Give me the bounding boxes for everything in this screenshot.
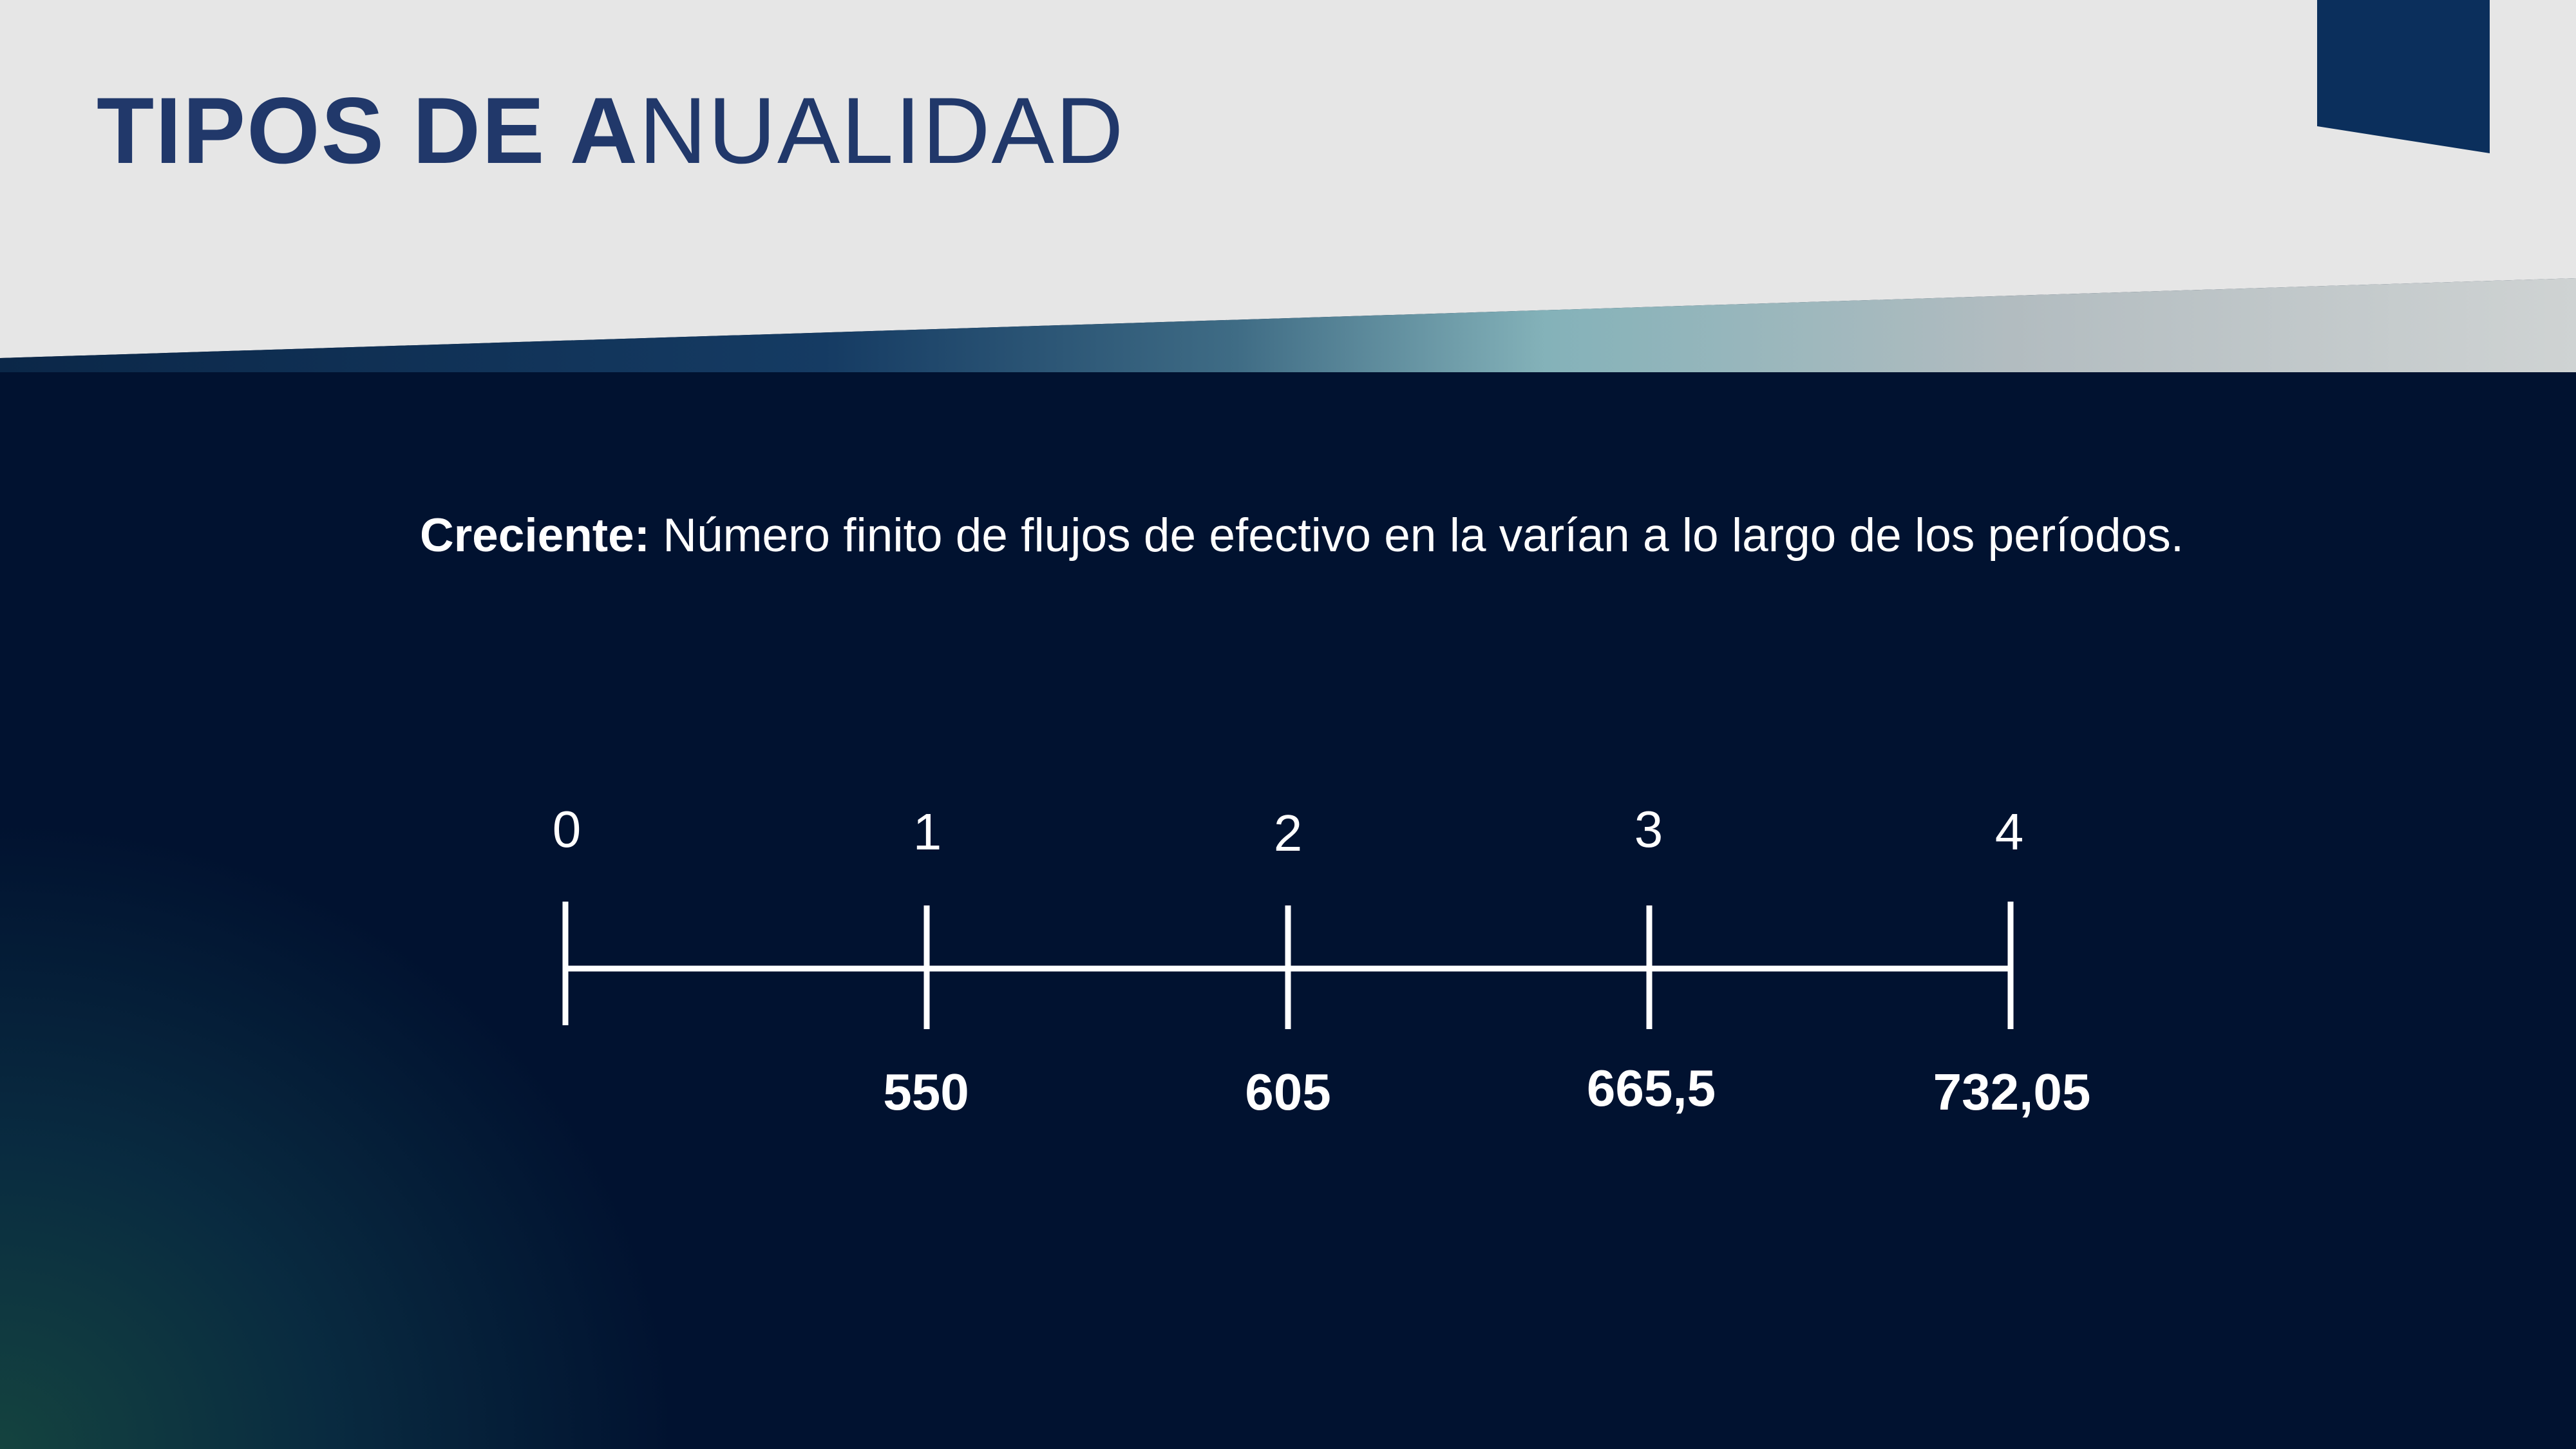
definition-term: Creciente: xyxy=(420,509,650,562)
cash-flow-value-3: 665,5 xyxy=(1586,1059,1716,1117)
period-label-0: 0 xyxy=(552,800,582,858)
period-label-4: 4 xyxy=(1994,803,2024,860)
page-title: TIPOS DE ANUALIDAD xyxy=(97,84,1124,178)
title-bold-part: TIPOS DE A xyxy=(97,78,639,183)
definition-body: Número finito de flujos de efectivo en l… xyxy=(650,509,2184,562)
cash-flow-value-2: 605 xyxy=(1245,1063,1331,1121)
period-label-2: 2 xyxy=(1273,804,1303,862)
definition-text: Creciente: Número finito de flujos de ef… xyxy=(420,506,2223,565)
cash-flow-value-4: 732,05 xyxy=(1933,1063,2091,1121)
period-label-3: 3 xyxy=(1634,800,1663,858)
corner-tab xyxy=(2317,0,2490,153)
period-label-1: 1 xyxy=(913,803,942,860)
cash-flow-value-1: 550 xyxy=(883,1063,969,1121)
tick-group xyxy=(562,902,2014,1029)
title-light-part: NUALIDAD xyxy=(639,78,1125,183)
